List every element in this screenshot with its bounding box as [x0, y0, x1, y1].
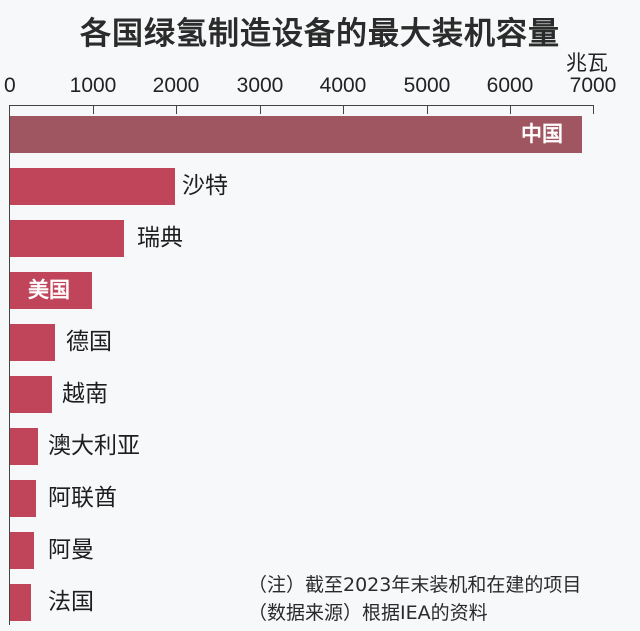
bar-france — [10, 584, 31, 621]
bar-china — [10, 116, 582, 153]
bar-label-vietnam: 越南 — [62, 381, 108, 407]
bar-saudi — [10, 168, 175, 205]
bar-label-australia: 澳大利亚 — [48, 433, 140, 459]
tick-label-4000: 4000 — [319, 74, 367, 97]
bar-label-oman: 阿曼 — [48, 537, 94, 563]
tick-label-7000: 7000 — [569, 74, 617, 97]
bar-oman — [10, 532, 34, 569]
bar-label-france: 法国 — [48, 589, 94, 615]
bar-label-china: 中国 — [521, 122, 563, 146]
axis-unit: 兆瓦 — [566, 51, 608, 75]
tick-label-3000: 3000 — [236, 74, 284, 97]
bar-label-usa: 美国 — [28, 278, 70, 302]
bar-label-sweden: 瑞典 — [137, 225, 183, 251]
tick-label-1000: 1000 — [69, 74, 117, 97]
bar-label-germany: 德国 — [66, 329, 112, 355]
tick-mark — [510, 105, 511, 114]
bar-vietnam — [10, 376, 52, 413]
bar-sweden — [10, 220, 124, 257]
tick-mark — [427, 105, 428, 114]
tick-label-5000: 5000 — [403, 74, 451, 97]
x-axis-line — [10, 105, 593, 106]
bar-usa — [10, 272, 92, 309]
tick-mark — [593, 105, 594, 114]
tick-label-2000: 2000 — [152, 74, 200, 97]
source-note: （数据来源）根据IEA的资料 — [248, 602, 488, 624]
bar-label-saudi: 沙特 — [182, 173, 228, 199]
bar-label-uae: 阿联酋 — [48, 485, 117, 511]
tick-mark — [93, 105, 94, 114]
tick-label-6000: 6000 — [486, 74, 534, 97]
y-axis-line — [9, 105, 10, 625]
tick-label-0: 0 — [4, 74, 16, 97]
tick-mark — [176, 105, 177, 114]
tick-mark — [343, 105, 344, 114]
chart-title: 各国绿氢制造设备的最大装机容量 — [80, 16, 560, 52]
tick-mark — [260, 105, 261, 114]
footnote: （注）截至2023年末装机和在建的项目 — [248, 574, 582, 596]
bar-australia — [10, 428, 38, 465]
bar-germany — [10, 324, 55, 361]
bar-uae — [10, 480, 36, 517]
